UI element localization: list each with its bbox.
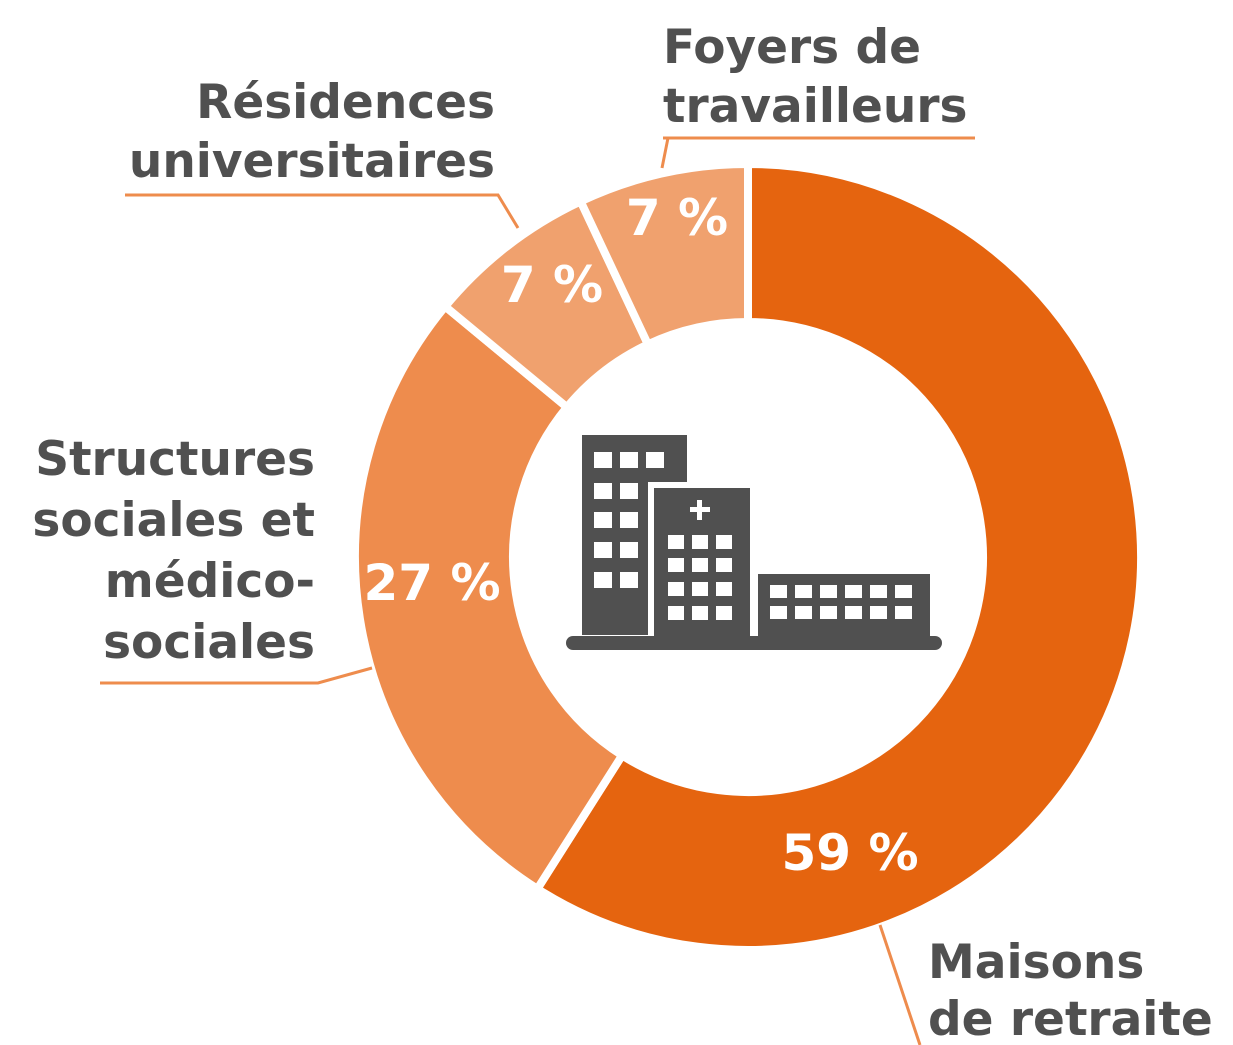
leaders	[100, 136, 975, 1045]
category-label: Résidences	[196, 75, 495, 130]
value-label: 59 %	[781, 824, 918, 882]
category-label: médico-	[105, 554, 315, 609]
value-label: 7 %	[626, 189, 728, 247]
category-label: Maisons	[928, 935, 1144, 990]
category-label: Foyers de	[663, 20, 921, 75]
category-label: universitaires	[129, 134, 495, 189]
category-label: de retraite	[928, 992, 1213, 1045]
slices	[351, 159, 1145, 954]
category-label: travailleurs	[663, 79, 968, 134]
category-label: Structures	[35, 432, 315, 487]
icon	[566, 435, 942, 650]
slice	[531, 159, 1145, 954]
value-label: 7 %	[501, 256, 603, 314]
slice	[575, 159, 752, 350]
value-label: 27 %	[363, 554, 500, 612]
category-label: sociales et	[32, 493, 315, 548]
slice	[351, 300, 628, 895]
category-label: sociales	[103, 615, 315, 670]
